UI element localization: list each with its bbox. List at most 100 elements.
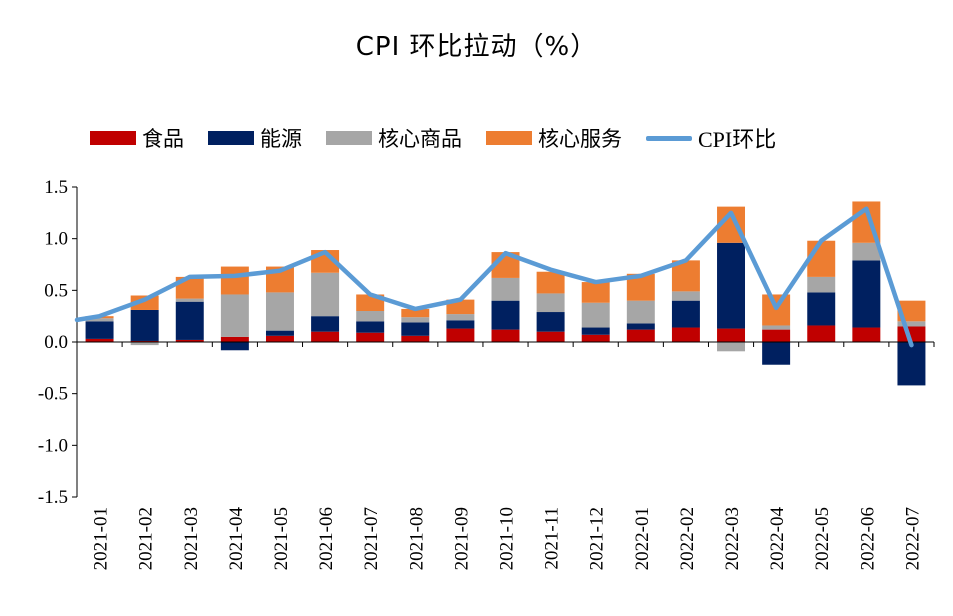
y-tick-label: 1.5 <box>44 177 68 198</box>
axes-layer <box>72 186 935 498</box>
x-tick-label: 2022-07 <box>902 507 923 570</box>
bar-core-goods-2021-03 <box>175 298 204 302</box>
bar-core-goods-2022-07 <box>897 321 926 327</box>
bar-energy-2021-08 <box>401 322 430 336</box>
bar-energy-2022-05 <box>807 292 836 326</box>
y-tick-label: 1.0 <box>44 229 68 250</box>
x-tick-label: 2022-03 <box>722 507 743 570</box>
x-tick-label: 2021-06 <box>316 507 337 570</box>
bar-core-goods-2022-02 <box>671 291 700 301</box>
bar-core-goods-2021-06 <box>311 272 340 317</box>
bar-food-2021-01 <box>85 338 114 342</box>
bar-food-2021-11 <box>536 331 565 342</box>
legend-label-core-services: 核心服务 <box>538 127 622 151</box>
bar-core-goods-2021-12 <box>581 302 610 328</box>
x-tick-label: 2021-09 <box>451 507 472 570</box>
bar-core-goods-2022-03 <box>717 342 746 352</box>
bar-food-2021-06 <box>311 331 340 342</box>
legend-swatch-core-goods <box>326 131 372 145</box>
bar-core-goods-2022-01 <box>626 300 655 324</box>
bar-energy-2021-05 <box>265 330 294 336</box>
x-tick-label: 2021-05 <box>271 507 292 570</box>
x-tick-label: 2021-04 <box>226 507 247 571</box>
x-tick-label: 2021-01 <box>91 507 112 570</box>
bar-core-goods-2021-02 <box>130 342 159 346</box>
bar-food-2021-02 <box>130 340 159 342</box>
ticks-layer: 1.5 1.0 0.5 0.0 -0.5 -1.0 -1.5 2021-01 2021-02 20… <box>38 177 924 570</box>
bar-energy-2021-06 <box>311 316 340 332</box>
x-tick-label: 2022-05 <box>812 507 833 570</box>
bar-energy-2021-09 <box>446 320 475 329</box>
legend-item-cpi: CPI环比 <box>646 122 776 154</box>
bar-core-goods-2021-01 <box>85 318 114 322</box>
bar-food-2021-03 <box>175 339 204 342</box>
bar-core-services-2021-04 <box>220 266 249 295</box>
legend-label-cpi: CPI环比 <box>698 127 777 152</box>
x-tick-label: 2022-02 <box>677 507 698 570</box>
bar-core-goods-2022-04 <box>762 325 791 330</box>
bar-food-2022-02 <box>671 327 700 342</box>
bars-layer <box>85 201 926 386</box>
bar-core-goods-2021-07 <box>356 311 385 322</box>
y-tick-label: 0.5 <box>44 280 68 301</box>
bar-core-goods-2021-09 <box>446 314 475 321</box>
bar-food-2021-07 <box>356 332 385 342</box>
bar-food-2021-04 <box>220 336 249 342</box>
bar-food-2021-12 <box>581 334 610 342</box>
bar-core-services-2021-11 <box>536 271 565 294</box>
y-tick-label: -0.5 <box>38 384 68 405</box>
bar-energy-2021-12 <box>581 327 610 335</box>
y-tick-label: -1.5 <box>38 487 68 508</box>
x-tick-label: 2021-07 <box>361 507 382 570</box>
cpi-line <box>74 206 914 348</box>
bar-energy-2021-11 <box>536 312 565 332</box>
legend-swatch-energy <box>208 131 254 145</box>
bar-core-goods-2021-08 <box>401 317 430 323</box>
bar-core-services-2022-05 <box>807 240 836 277</box>
legend-label-core-goods: 核心商品 <box>378 127 462 151</box>
bar-core-goods-2021-11 <box>536 293 565 313</box>
bar-food-2021-08 <box>401 335 430 342</box>
x-tick-label: 2021-08 <box>406 507 427 570</box>
y-tick-label: 0.0 <box>44 332 68 353</box>
x-tick-label: 2021-03 <box>181 507 202 570</box>
bar-energy-2021-03 <box>175 301 204 340</box>
bar-food-2021-09 <box>446 328 475 342</box>
bar-food-2021-05 <box>265 335 294 342</box>
bar-core-goods-2022-05 <box>807 276 836 293</box>
legend-item-food: 食品 <box>90 123 184 153</box>
bar-energy-2022-04 <box>762 342 791 365</box>
bar-core-services-2022-07 <box>897 300 926 322</box>
bar-core-goods-2022-06 <box>852 242 881 261</box>
bar-energy-2021-02 <box>130 309 159 341</box>
bar-core-services-2021-12 <box>581 282 610 303</box>
bar-core-goods-2021-10 <box>491 277 520 301</box>
x-tick-label: 2021-02 <box>136 507 157 570</box>
bar-food-2022-01 <box>626 329 655 342</box>
bar-core-services-2021-02 <box>130 295 159 310</box>
bar-core-goods-2021-04 <box>220 294 249 337</box>
x-tick-label: 2022-01 <box>632 507 653 570</box>
bar-food-2022-06 <box>852 327 881 342</box>
bar-energy-2022-07 <box>897 342 926 386</box>
legend-line-cpi <box>646 135 692 141</box>
bar-energy-2021-07 <box>356 321 385 333</box>
bar-food-2022-04 <box>762 329 791 342</box>
bar-energy-2021-10 <box>491 300 520 330</box>
legend-item-core-services: 核心服务 <box>486 123 622 153</box>
x-tick-label: 2021-11 <box>542 507 563 570</box>
x-tick-label: 2022-04 <box>767 507 788 571</box>
legend-swatch-core-services <box>486 131 532 145</box>
chart-title: CPI 环比拉动（%） <box>355 32 598 62</box>
bar-energy-2022-01 <box>626 323 655 330</box>
bar-energy-2022-06 <box>852 260 881 328</box>
bar-energy-2021-04 <box>220 342 249 351</box>
x-tick-label: 2021-10 <box>497 507 518 570</box>
bar-food-2021-10 <box>491 329 520 342</box>
y-tick-label: -1.0 <box>38 435 68 456</box>
bar-core-goods-2021-05 <box>265 292 294 331</box>
bar-energy-2021-01 <box>85 321 114 339</box>
bar-food-2022-03 <box>717 328 746 342</box>
legend-swatch-food <box>90 131 136 145</box>
